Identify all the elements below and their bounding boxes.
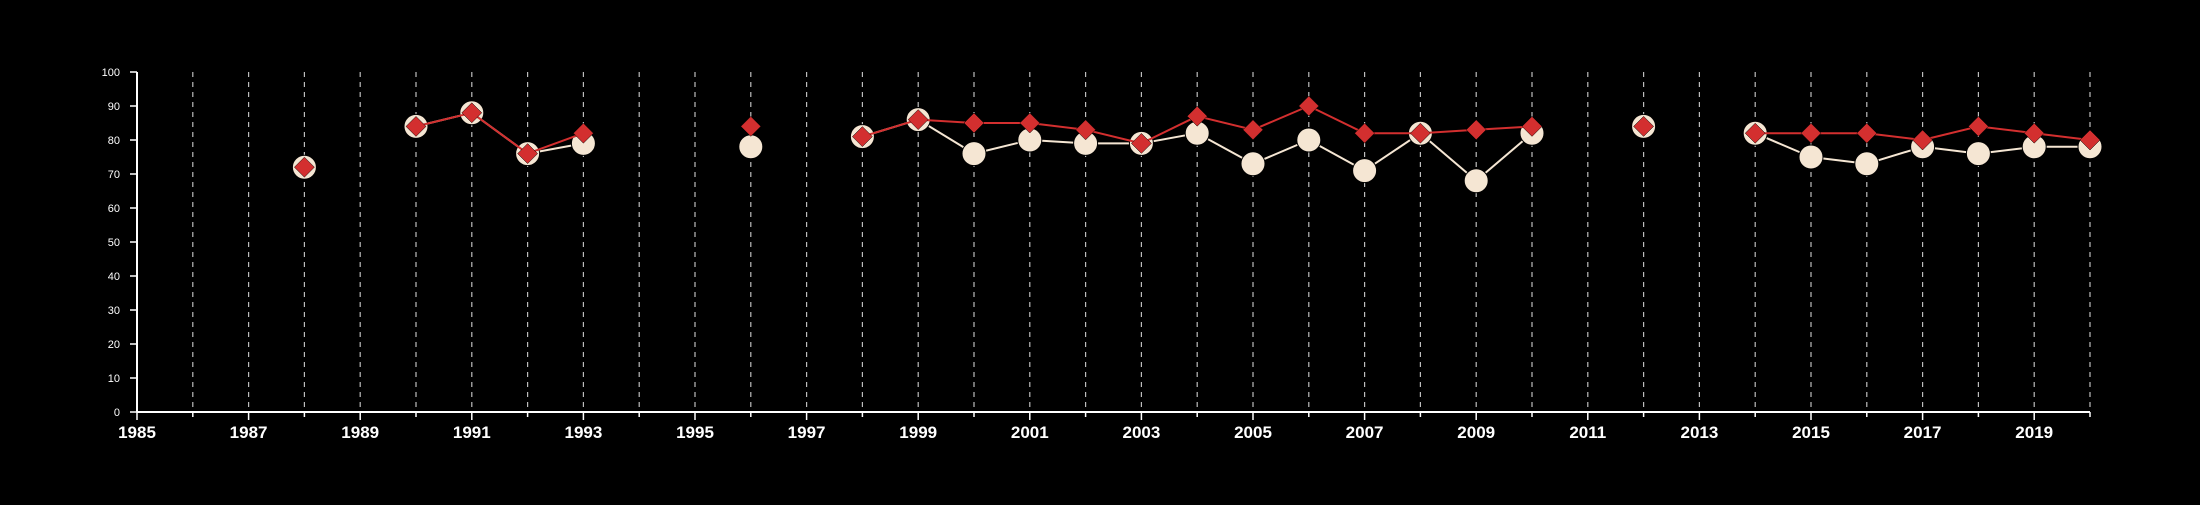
data-point-diamond-1988	[294, 156, 315, 178]
data-point-circle-1996	[738, 134, 764, 160]
series-2	[294, 95, 2101, 178]
data-point-diamond-1991	[461, 102, 483, 124]
data-point-diamond-2007	[1354, 122, 1375, 144]
data-point-diamond-2003	[1131, 133, 1152, 154]
series-2-segment	[1140, 115, 1198, 145]
data-point-circle-2009	[1463, 168, 1489, 194]
series-2-segment	[1252, 105, 1310, 131]
data-point-diamond-2000	[963, 112, 985, 134]
x-tick-label: 2019	[2015, 423, 2053, 442]
series-2-segment	[1085, 128, 1142, 145]
data-point-circle-2016	[1854, 151, 1880, 177]
data-point-diamond-2009	[1465, 119, 1487, 141]
series-2-segment	[1922, 125, 1979, 141]
y-tick-label: 0	[114, 407, 120, 419]
x-tick-label: 2015	[1792, 423, 1830, 442]
series	[291, 95, 2103, 194]
y-tick-label: 80	[108, 135, 120, 147]
series-2-segment	[1308, 105, 1366, 135]
y-tick-label: 40	[108, 271, 120, 283]
data-point-diamond-1990	[405, 116, 427, 137]
data-point-diamond-2018	[1968, 116, 1989, 137]
series-2-segment	[2034, 132, 2091, 141]
data-point-diamond-1998	[852, 126, 873, 147]
data-point-diamond-2002	[1075, 119, 1096, 141]
x-tick-label: 1997	[788, 423, 826, 442]
series-2-segment	[1196, 115, 1254, 131]
y-tick-label: 50	[108, 237, 120, 249]
x-tick-label: 1999	[899, 423, 937, 442]
data-point-diamond-1992	[517, 143, 538, 164]
x-tick-label: 1985	[118, 423, 156, 442]
data-point-diamond-2005	[1242, 119, 1264, 141]
grid	[192, 72, 2091, 412]
y-tick-label: 90	[108, 101, 120, 113]
series-2-segment	[1029, 122, 1086, 131]
x-tick-label: 2017	[1904, 423, 1942, 442]
y-tick-label: 30	[108, 305, 120, 317]
x-tick-label: 2001	[1011, 423, 1049, 442]
data-point-diamond-2017	[1912, 129, 1933, 151]
x-tick-label: 2005	[1234, 423, 1272, 442]
x-tick-label: 2009	[1457, 423, 1495, 442]
data-point-diamond-2014	[1744, 122, 1766, 144]
data-point-circle-2015	[1798, 144, 1824, 170]
x-tick-label: 2003	[1122, 423, 1160, 442]
data-point-circle-2005	[1240, 151, 1266, 177]
x-tick-label: 1991	[453, 423, 491, 442]
data-point-diamond-2001	[1019, 112, 1041, 134]
series-2-segment	[1866, 132, 1923, 141]
data-point-diamond-1996	[740, 116, 762, 137]
data-point-diamond-2008	[1410, 122, 1431, 144]
y-tick-label: 70	[108, 169, 120, 181]
data-point-diamond-2020	[2079, 129, 2101, 151]
data-point-diamond-2010	[1521, 116, 1543, 137]
data-point-circle-2007	[1352, 158, 1378, 184]
series-2-segment	[415, 111, 473, 128]
series-2-segment	[471, 111, 529, 155]
y-tick-label: 100	[102, 67, 120, 79]
series-2-segment	[527, 132, 584, 155]
data-point-diamond-2019	[2023, 122, 2045, 144]
data-point-diamond-2006	[1298, 95, 1320, 117]
x-tick-label: 1995	[676, 423, 714, 442]
series-2-segment	[1978, 125, 2035, 135]
data-point-diamond-1999	[907, 109, 929, 130]
data-point-diamond-2012	[1633, 116, 1654, 137]
data-point-circle-2000	[961, 141, 987, 167]
x-tick-label: 2007	[1346, 423, 1384, 442]
data-point-circle-2006	[1296, 127, 1322, 153]
data-point-circle-2018	[1965, 141, 1991, 167]
y-tick-label: 60	[108, 203, 120, 215]
y-tick-label: 10	[108, 373, 120, 385]
x-tick-label: 1987	[230, 423, 268, 442]
x-tick-label: 2011	[1569, 423, 1606, 442]
data-point-diamond-2015	[1800, 122, 1822, 144]
y-tick-label: 20	[108, 339, 120, 351]
x-tick-label: 2013	[1680, 423, 1718, 442]
data-point-diamond-2016	[1856, 122, 1878, 144]
data-point-diamond-2004	[1186, 105, 1208, 127]
x-tick-label: 1993	[564, 423, 602, 442]
data-point-diamond-1993	[573, 122, 594, 144]
x-tick-label: 1989	[341, 423, 379, 442]
axes: 0 10 20 30 40 50 60 70 80 90 100 1985 1987 1989 1991 19…	[102, 67, 2091, 442]
series-2-segment	[862, 118, 919, 138]
